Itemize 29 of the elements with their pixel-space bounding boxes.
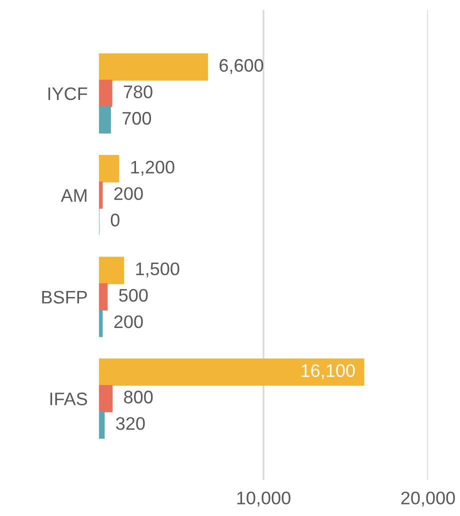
data-label: 0 <box>110 214 120 226</box>
bar <box>99 256 124 284</box>
data-label: 1,500 <box>136 262 180 278</box>
bar <box>99 80 112 108</box>
data-label: 320 <box>116 417 145 430</box>
data-label: 500 <box>119 288 148 302</box>
bar <box>99 310 103 337</box>
x-tick-label: 10,000 <box>237 492 290 507</box>
bar <box>99 53 208 81</box>
data-label: 700 <box>122 112 152 125</box>
x-tick-label: 20,000 <box>401 492 455 507</box>
data-label: 1,200 <box>131 160 174 176</box>
bar <box>99 384 113 412</box>
bar <box>99 283 108 311</box>
bar <box>99 155 120 182</box>
y-tick-label: BSFP <box>42 290 87 304</box>
data-label: 800 <box>124 390 153 404</box>
bar <box>99 358 364 386</box>
bar <box>99 106 111 134</box>
bar <box>99 411 105 439</box>
y-tick-label: IYCF <box>48 87 88 100</box>
data-label: 16,100 <box>302 364 355 380</box>
data-label: 6,600 <box>220 59 264 74</box>
bar <box>99 182 103 209</box>
data-label: 200 <box>114 187 143 200</box>
data-label: 200 <box>114 315 143 328</box>
y-tick-label: IFAS <box>50 392 88 406</box>
y-tick-label: AM <box>60 189 86 202</box>
data-label: 780 <box>124 85 152 98</box>
